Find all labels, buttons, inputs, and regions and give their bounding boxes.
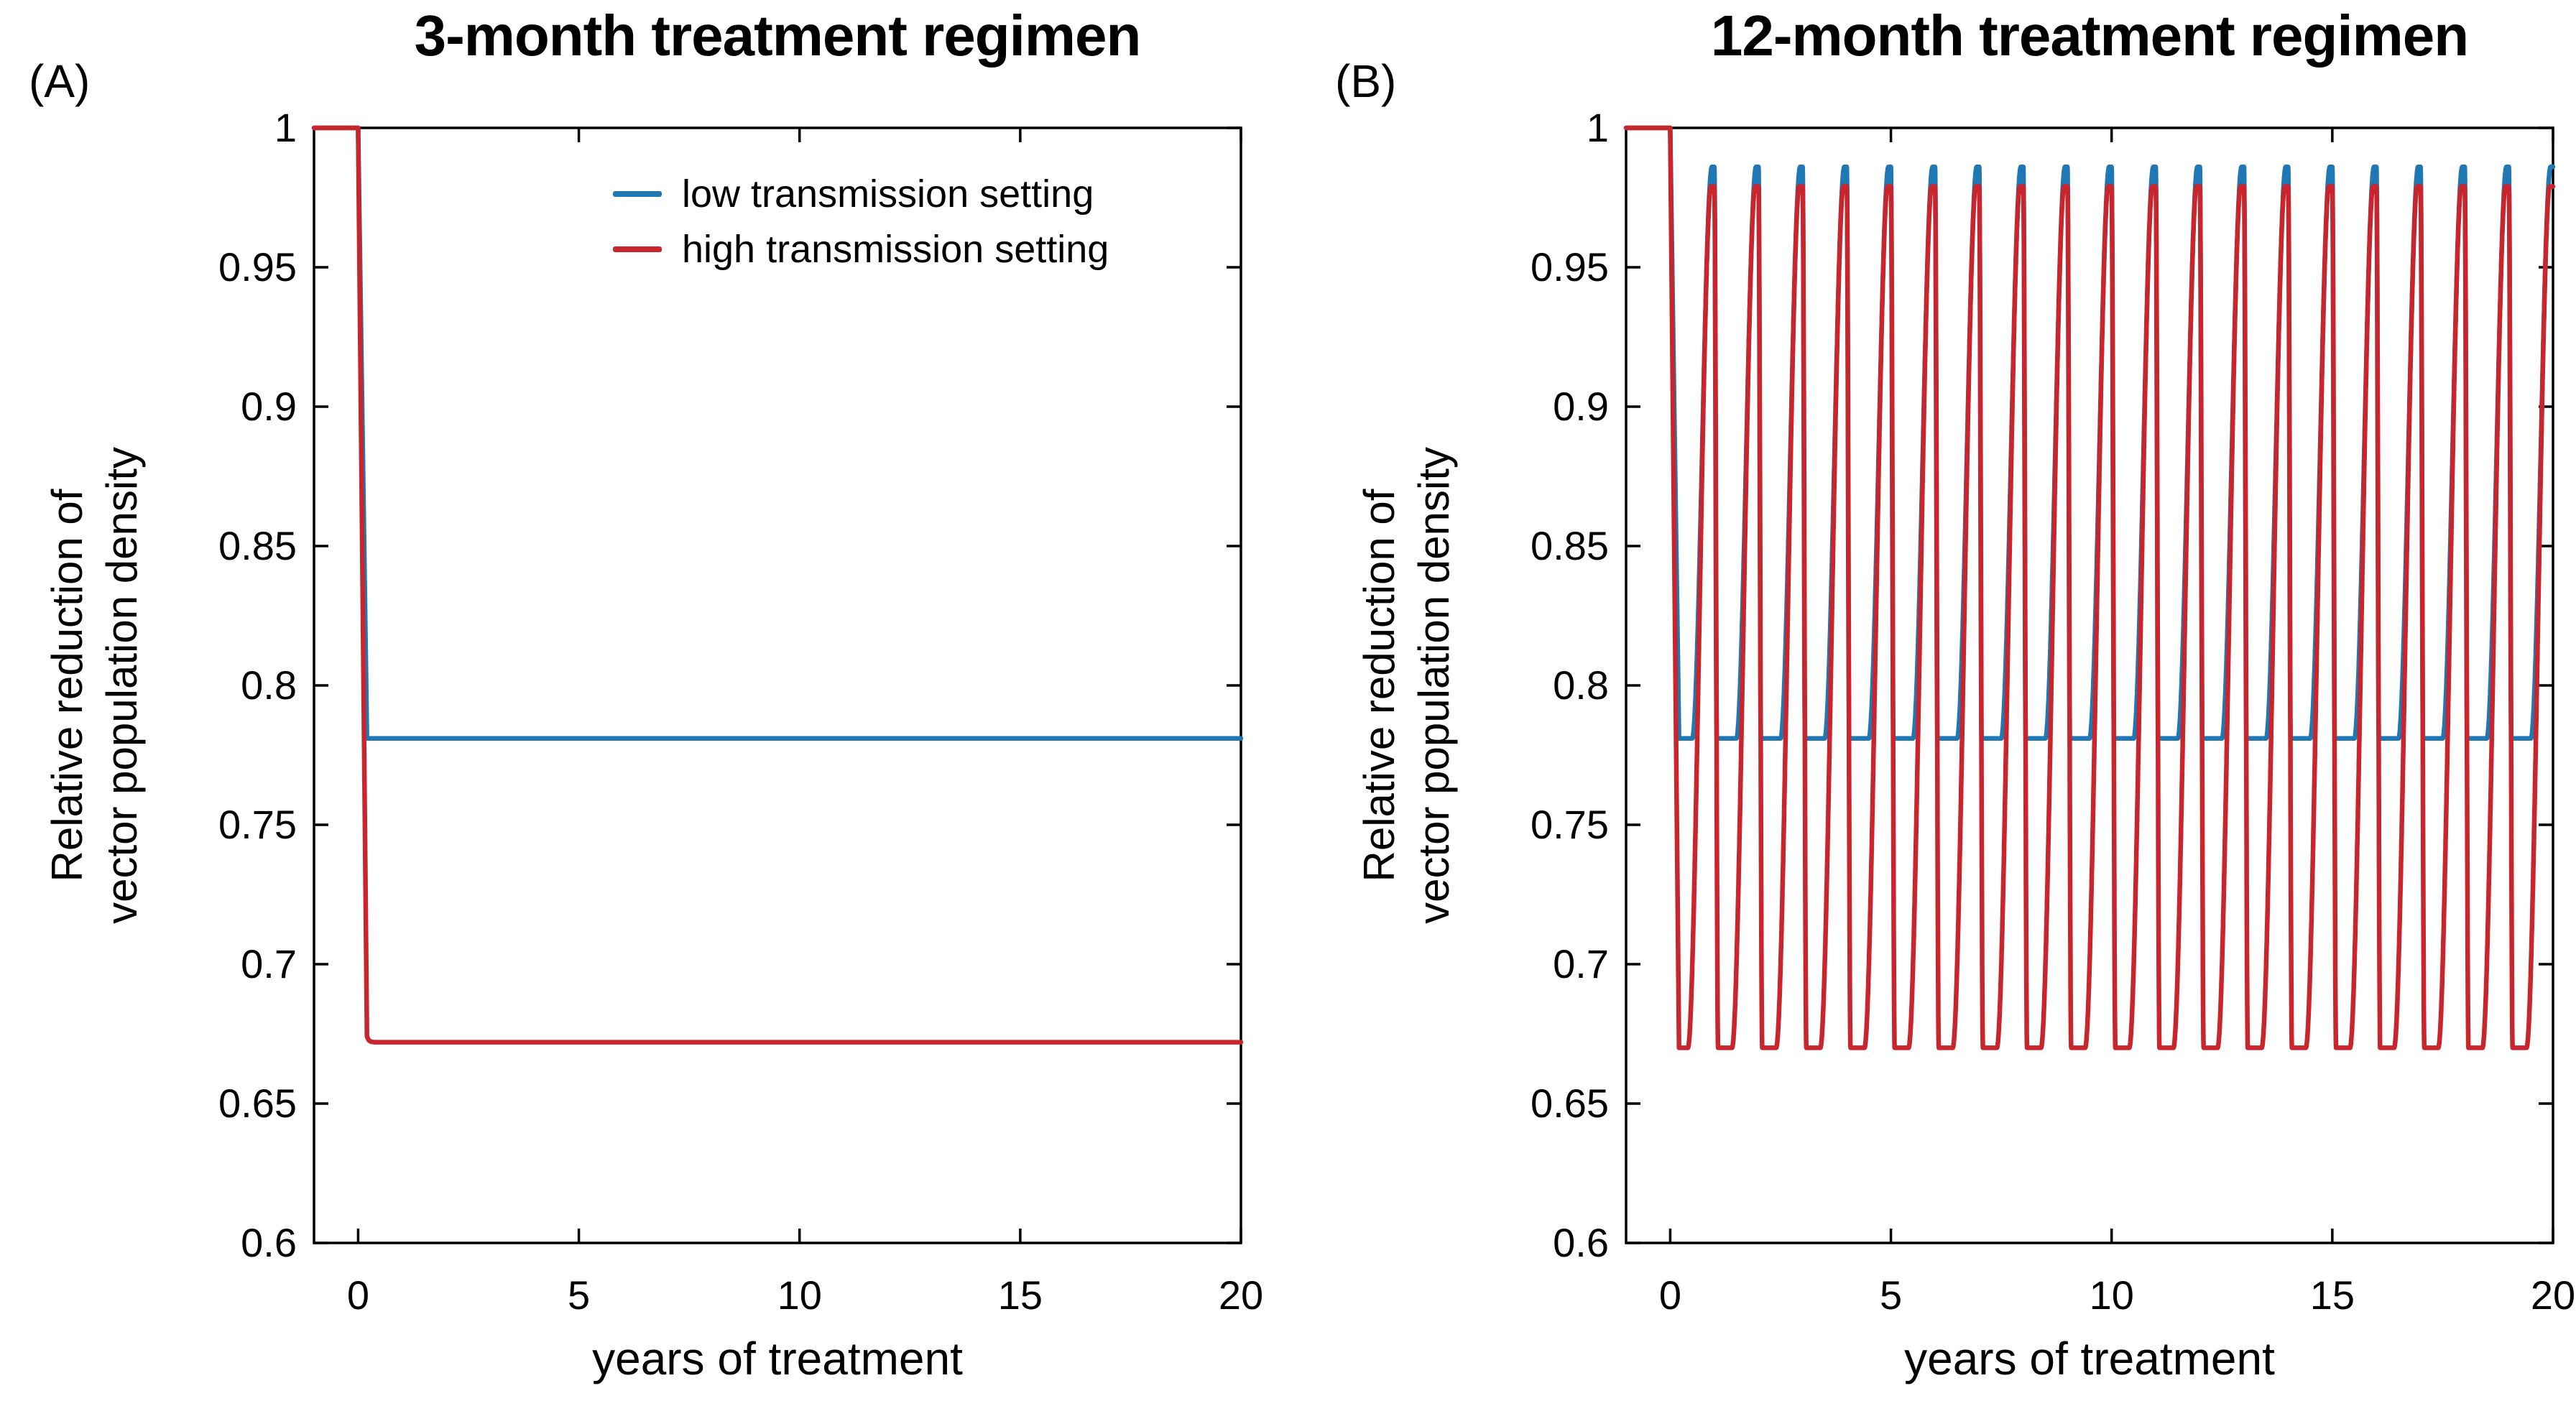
x-tick-label: 20 [1219,1272,1263,1318]
y-tick-label: 0.65 [1531,1081,1609,1126]
x-tick-label: 5 [568,1272,590,1318]
y-tick-label: 0.75 [218,802,297,847]
legend-item: high transmission setting [613,221,1109,277]
panel-b-corner-label: (B) [1335,55,1397,107]
series-line-high-transmission [311,125,1244,1045]
y-tick-label: 0.7 [1553,941,1609,986]
series-line-low-transmission [311,125,1244,741]
y-tick-label: 0.75 [1531,802,1609,847]
y-tick-label: 0.8 [1553,662,1609,708]
y-tick-label: 0.95 [218,244,297,290]
panel-a-corner-label: (A) [29,55,91,107]
y-tick-label: 0.65 [218,1081,297,1126]
panel-b-y-axis-label: Relative reduction of vector population … [1352,147,1462,1224]
y-tick-label: 0.7 [241,941,297,986]
series-line-high-transmission [1623,125,2556,1050]
panel-a-x-axis-label: years of treatment [592,1333,963,1384]
y-tick-label: 1 [274,105,297,150]
panel-B: 0 5 10 15 20 0.6 0.65 0.7 0.75 0.8 0.85 0.9 0.95 1 [1531,105,2575,1318]
axes-box [313,126,1242,1244]
y-tick-label: 0.9 [1553,384,1609,429]
x-tick-label: 10 [777,1272,822,1318]
legend-line-sample [613,246,662,252]
legend-item-label: high transmission setting [682,227,1109,271]
legend: low transmission setting high transmissio… [613,166,1109,277]
panel-b-title: 12-month treatment regimen [1710,4,2469,68]
y-tick-label: 0.95 [1531,244,1609,290]
panel-a-y-axis-label: Relative reduction of vector population … [40,147,149,1224]
x-tick-label: 20 [2531,1272,2575,1318]
y-axis-label-line1: Relative reduction of [1355,489,1403,882]
y-axis-label-line2: vector population density [1410,447,1458,924]
y-axis-label-line1: Relative reduction of [43,489,91,882]
panel-a-title: 3-month treatment regimen [414,4,1142,68]
y-tick-label: 0.85 [218,523,297,568]
y-tick-label: 0.8 [241,662,297,708]
x-tick-label: 5 [1880,1272,1902,1318]
y-tick-label: 1 [1587,105,1609,150]
y-axis-label-line2: vector population density [98,447,146,924]
y-tick-label: 0.9 [241,384,297,429]
x-tick-label: 15 [998,1272,1043,1318]
panel-b-x-axis-label: years of treatment [1904,1333,2275,1384]
x-tick-label: 15 [2310,1272,2355,1318]
x-tick-label: 0 [347,1272,369,1318]
legend-item: low transmission setting [613,166,1109,221]
x-tick-label: 10 [2090,1272,2134,1318]
legend-line-sample [613,190,662,197]
legend-item-label: low transmission setting [682,172,1094,216]
y-tick-label: 0.85 [1531,523,1609,568]
y-tick-label: 0.6 [241,1220,297,1265]
y-tick-label: 0.6 [1553,1220,1609,1265]
x-tick-label: 0 [1659,1272,1681,1318]
panel-A: 0 5 10 15 20 0.6 0.65 0.7 0.75 0.8 0.85 0.9 0.95 1 [218,105,1263,1318]
